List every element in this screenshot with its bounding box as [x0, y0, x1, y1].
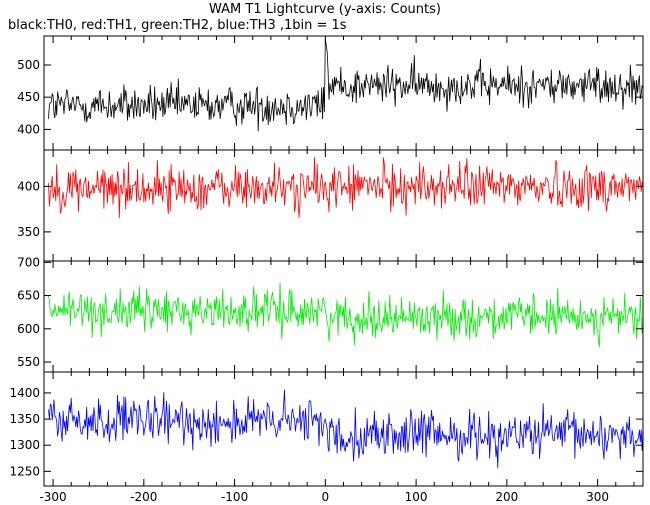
y-tick-label: 450: [17, 90, 40, 104]
y-tick-label: 650: [17, 289, 40, 303]
x-tick-label: -200: [130, 490, 157, 504]
series-line-th1: [48, 157, 643, 219]
series-line-th3: [48, 389, 643, 469]
y-tick-label: 400: [17, 179, 40, 193]
y-tick-label: 1350: [9, 412, 40, 426]
series-line-th0: [48, 39, 643, 132]
series-line-th2: [48, 282, 643, 347]
x-tick-label: -300: [39, 490, 66, 504]
y-tick-label: 500: [17, 58, 40, 72]
x-tick-label: -100: [221, 490, 248, 504]
x-tick-label: 200: [495, 490, 518, 504]
y-tick-label: 1250: [9, 464, 40, 478]
y-tick-label: 550: [17, 355, 40, 369]
y-tick-label: 1400: [9, 386, 40, 400]
panel-frame-3: [43, 260, 644, 373]
x-tick-label: 300: [586, 490, 609, 504]
panel-frame-4: [43, 371, 644, 487]
chart-subtitle: black:TH0, red:TH1, green:TH2, blue:TH3 …: [8, 18, 347, 33]
y-tick-label: 600: [17, 322, 40, 336]
y-tick-label: 700: [17, 255, 40, 269]
y-tick-label: 1300: [9, 438, 40, 452]
x-tick-label: 100: [405, 490, 428, 504]
y-tick-label: 350: [17, 225, 40, 239]
x-tick-label: 0: [322, 490, 330, 504]
y-tick-label: 400: [17, 122, 40, 136]
chart-title: WAM T1 Lightcurve (y-axis: Counts): [209, 2, 441, 17]
panel-frame-2: [43, 149, 644, 262]
